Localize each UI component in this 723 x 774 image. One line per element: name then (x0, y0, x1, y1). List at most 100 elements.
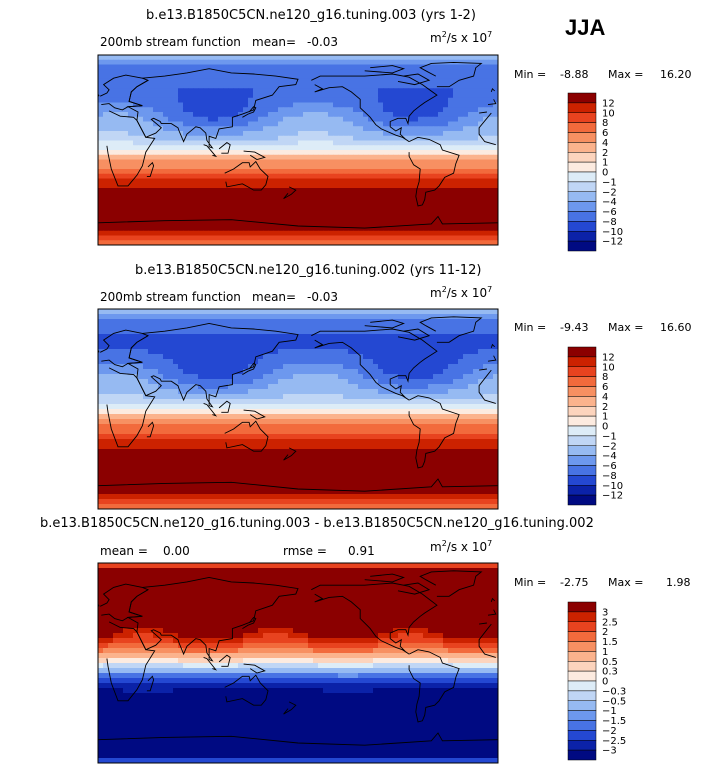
field-cell (383, 399, 389, 405)
field-cell (458, 183, 464, 189)
field-cell (493, 154, 498, 161)
field-cell (338, 394, 344, 400)
field-cell (113, 379, 119, 385)
field-cell (223, 216, 229, 222)
field-cell (403, 319, 409, 325)
field-cell (248, 145, 254, 151)
field-cell (278, 59, 284, 66)
field-cell (253, 399, 259, 405)
field-cell (448, 197, 454, 203)
field-cell (493, 88, 498, 94)
field-cell (383, 230, 389, 237)
field-cell (218, 116, 224, 123)
field-cell (248, 334, 254, 340)
field-cell (338, 169, 344, 175)
field-cell (453, 384, 459, 390)
field-cell (208, 384, 214, 390)
field-cell (308, 83, 314, 89)
field-cell (228, 188, 234, 194)
field-cell (343, 334, 349, 340)
field-cell (148, 319, 154, 325)
field-cell (463, 93, 469, 99)
field-cell (373, 59, 379, 66)
field-cell (358, 93, 364, 99)
field-cell (418, 399, 424, 405)
field-cell (383, 207, 389, 213)
field-cell (393, 235, 399, 241)
field-cell (378, 116, 384, 123)
field-cell (453, 173, 459, 180)
field-cell (163, 384, 169, 390)
field-cell (468, 399, 474, 405)
field-cell (483, 93, 489, 99)
field-cell (213, 93, 219, 99)
field-cell (208, 230, 214, 237)
field-cell (153, 211, 159, 218)
field-cell (343, 55, 349, 61)
field-cell (178, 230, 184, 237)
field-cell (228, 159, 234, 165)
field-cell (238, 309, 244, 315)
field-cell (293, 319, 299, 325)
field-cell (208, 339, 214, 345)
field-cell (333, 69, 339, 75)
field-cell (333, 344, 339, 350)
field-cell (403, 145, 409, 151)
field-cell (208, 369, 214, 375)
field-cell (263, 369, 269, 375)
field-cell (433, 135, 439, 142)
field-cell (233, 399, 239, 405)
colorbar-swatch (567, 161, 597, 173)
field-cell (228, 55, 234, 61)
field-cell (488, 314, 494, 320)
field-cell (243, 83, 249, 89)
field-cell (143, 169, 149, 175)
field-cell (198, 116, 204, 123)
field-cell (453, 164, 459, 170)
field-cell (293, 354, 299, 360)
field-cell (173, 112, 179, 118)
field-cell (358, 369, 364, 375)
field-cell (423, 173, 429, 180)
field-cell (358, 339, 364, 345)
field-cell (368, 309, 374, 315)
field-cell (238, 140, 244, 146)
field-cell (313, 183, 319, 189)
field-cell (213, 140, 219, 146)
field-cell (443, 121, 449, 127)
field-cell (203, 369, 209, 375)
field-cell (493, 354, 498, 360)
field-cell (283, 349, 289, 355)
field-cell (273, 159, 279, 165)
panel1-title: b.e13.B1850C5CN.ne120_g16.tuning.003 (yr… (146, 8, 476, 23)
field-cell (403, 221, 409, 227)
field-cell (193, 140, 199, 146)
field-cell (268, 226, 274, 232)
field-cell (298, 112, 304, 118)
field-cell (243, 173, 249, 180)
field-cell (288, 384, 294, 390)
field-cell (333, 309, 339, 315)
field-cell (358, 74, 364, 80)
field-cell (183, 74, 189, 80)
field-cell (478, 207, 484, 213)
field-cell (153, 216, 159, 222)
field-cell (278, 240, 284, 245)
field-cell (188, 216, 194, 222)
field-cell (258, 349, 264, 355)
field-cell (243, 197, 249, 203)
field-cell (478, 116, 484, 123)
field-cell (213, 414, 219, 420)
field-cell (353, 230, 359, 237)
field-cell (453, 188, 459, 194)
field-cell (183, 211, 189, 218)
field-cell (438, 112, 444, 118)
field-cell (318, 240, 324, 245)
field-cell (478, 211, 484, 218)
field-cell (178, 173, 184, 180)
field-cell (273, 235, 279, 241)
field-cell (118, 64, 124, 70)
field-cell (468, 140, 474, 146)
field-cell (278, 374, 284, 380)
field-cell (298, 145, 304, 151)
